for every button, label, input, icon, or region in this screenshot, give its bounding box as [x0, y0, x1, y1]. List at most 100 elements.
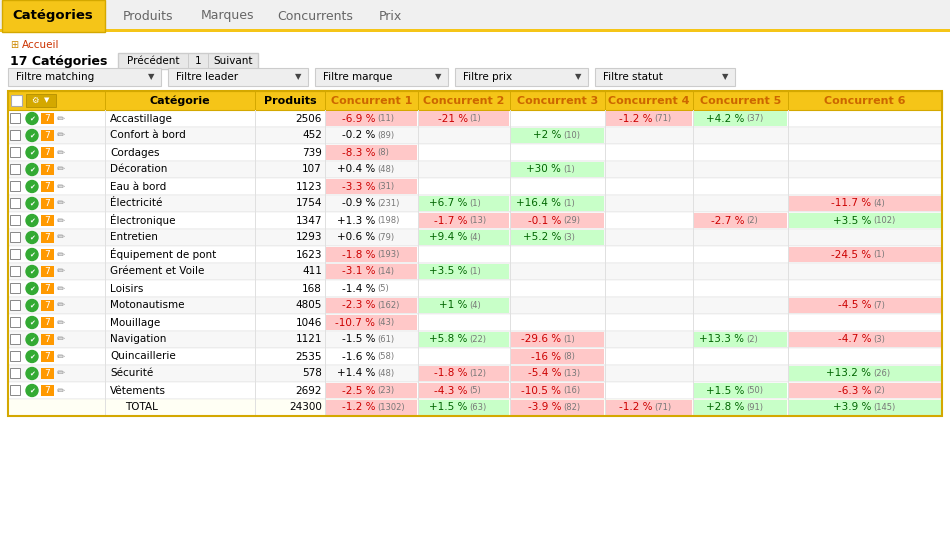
Text: -4.7 %: -4.7 %	[838, 334, 871, 344]
Text: ✔: ✔	[29, 303, 35, 309]
Text: 7: 7	[45, 233, 50, 242]
Text: (31): (31)	[377, 182, 394, 191]
Text: ✏: ✏	[57, 233, 65, 243]
Text: 7: 7	[45, 148, 50, 157]
Text: 7: 7	[45, 284, 50, 293]
Text: (48): (48)	[377, 369, 394, 378]
Text: 7: 7	[45, 131, 50, 140]
Bar	[511, 213, 604, 228]
Circle shape	[26, 300, 38, 311]
Text: ✔: ✔	[29, 337, 35, 343]
Text: (193): (193)	[377, 250, 400, 259]
Bar	[8, 161, 942, 178]
Text: -29.6 %: -29.6 %	[522, 334, 561, 344]
Text: -1.2 %: -1.2 %	[619, 403, 653, 412]
Text: Concurrent 1: Concurrent 1	[331, 96, 412, 106]
Bar	[8, 178, 942, 195]
Text: 7: 7	[45, 386, 50, 395]
Bar	[41, 129, 54, 140]
Bar	[10, 300, 20, 310]
Bar	[8, 297, 942, 314]
Text: ✏: ✏	[57, 147, 65, 157]
Text: -21 %: -21 %	[438, 113, 467, 124]
Text: -1.8 %: -1.8 %	[434, 368, 467, 378]
Text: -0.2 %: -0.2 %	[342, 130, 375, 140]
Text: 1: 1	[195, 56, 201, 66]
Bar	[511, 383, 604, 398]
Text: (102): (102)	[873, 216, 896, 225]
Bar	[511, 400, 604, 415]
Text: 7: 7	[45, 335, 50, 344]
Bar	[8, 382, 942, 399]
Text: ✏: ✏	[57, 250, 65, 260]
Circle shape	[26, 249, 38, 261]
Bar	[255, 91, 256, 110]
Text: -3.9 %: -3.9 %	[528, 403, 561, 412]
Text: 2506: 2506	[295, 113, 322, 124]
Bar	[511, 162, 604, 177]
Bar	[10, 198, 20, 208]
Bar	[8, 91, 942, 110]
Bar	[8, 365, 942, 382]
Bar	[41, 180, 54, 191]
Text: +2.8 %: +2.8 %	[706, 403, 744, 412]
Bar	[419, 230, 509, 245]
Bar	[10, 164, 20, 174]
Bar	[789, 400, 941, 415]
Text: (58): (58)	[377, 352, 394, 361]
Bar	[326, 247, 417, 262]
Circle shape	[26, 384, 38, 397]
Text: (89): (89)	[377, 131, 394, 140]
Bar	[694, 332, 787, 347]
Bar	[694, 400, 787, 415]
Text: 739: 739	[302, 147, 322, 157]
Text: ✔: ✔	[29, 235, 35, 241]
Bar	[326, 111, 417, 126]
Text: (7): (7)	[873, 301, 885, 310]
Text: ✔: ✔	[29, 320, 35, 326]
Text: -1.2 %: -1.2 %	[342, 403, 375, 412]
Text: 1347: 1347	[295, 216, 322, 225]
Text: (3): (3)	[873, 335, 885, 344]
Bar	[10, 351, 20, 361]
Text: (82): (82)	[563, 403, 580, 412]
Text: Quincaillerie: Quincaillerie	[110, 351, 176, 361]
Text: (12): (12)	[469, 369, 486, 378]
Text: ✏: ✏	[57, 113, 65, 124]
Text: +1.3 %: +1.3 %	[337, 216, 375, 225]
Text: (71): (71)	[655, 403, 672, 412]
Text: Confort à bord: Confort à bord	[110, 130, 186, 140]
Text: ✔: ✔	[29, 218, 35, 224]
Bar	[419, 332, 509, 347]
Text: -0.1 %: -0.1 %	[528, 216, 561, 225]
Text: Marques: Marques	[200, 9, 254, 23]
Text: Concurrent 4: Concurrent 4	[608, 96, 690, 106]
Text: Accueil: Accueil	[22, 40, 60, 50]
Text: 578: 578	[302, 368, 322, 378]
Text: (8): (8)	[377, 148, 390, 157]
Text: Catégorie: Catégorie	[150, 95, 210, 106]
Text: (8): (8)	[563, 352, 575, 361]
Bar	[326, 400, 417, 415]
Text: ▼: ▼	[435, 73, 441, 81]
Text: (3): (3)	[563, 233, 575, 242]
Text: 452: 452	[302, 130, 322, 140]
Text: ✏: ✏	[57, 283, 65, 294]
Text: -1.6 %: -1.6 %	[342, 351, 375, 361]
Text: Concurrent 6: Concurrent 6	[825, 96, 905, 106]
Text: -10.7 %: -10.7 %	[335, 317, 375, 327]
Text: (198): (198)	[377, 216, 400, 225]
Bar	[41, 197, 54, 208]
Bar	[10, 130, 20, 140]
Text: 7: 7	[45, 318, 50, 327]
Text: Filtre leader: Filtre leader	[176, 72, 238, 82]
Bar	[789, 366, 941, 381]
Bar	[10, 385, 20, 395]
Text: ▼: ▼	[722, 73, 729, 81]
Text: Produits: Produits	[264, 96, 316, 106]
Text: +1.4 %: +1.4 %	[337, 368, 375, 378]
Text: Navigation: Navigation	[110, 334, 166, 344]
Bar	[326, 298, 417, 313]
Text: -6.3 %: -6.3 %	[838, 386, 871, 395]
Text: 7: 7	[45, 301, 50, 310]
